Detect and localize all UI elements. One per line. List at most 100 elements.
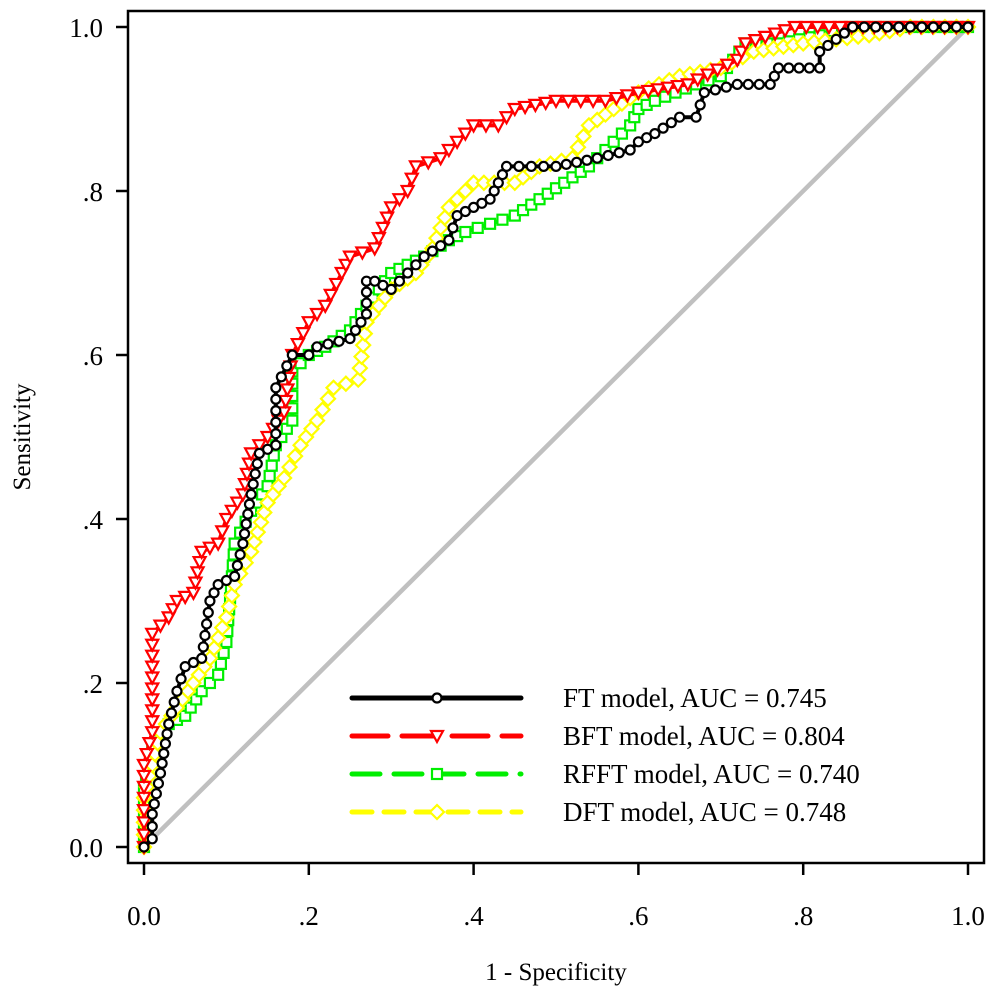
data-point bbox=[648, 94, 661, 107]
data-point bbox=[607, 135, 620, 148]
legend-item: FT model, AUC = 0.745 bbox=[349, 683, 827, 713]
data-point bbox=[916, 21, 928, 33]
data-point bbox=[375, 221, 391, 237]
data-point bbox=[719, 58, 736, 74]
data-point bbox=[731, 78, 743, 91]
data-point bbox=[426, 245, 438, 257]
data-point bbox=[352, 348, 371, 366]
data-point bbox=[324, 379, 343, 397]
data-point bbox=[355, 316, 367, 328]
data-point bbox=[649, 128, 661, 140]
data-point bbox=[152, 619, 169, 634]
data-point bbox=[286, 349, 298, 361]
data-point bbox=[560, 94, 577, 110]
data-point bbox=[360, 286, 373, 298]
data-point bbox=[537, 96, 554, 112]
y-tick-label: .8 bbox=[83, 177, 103, 207]
data-point bbox=[141, 737, 158, 752]
data-point bbox=[354, 246, 371, 261]
data-point bbox=[385, 283, 397, 295]
data-point bbox=[150, 788, 162, 800]
data-point bbox=[465, 119, 482, 134]
data-point bbox=[156, 757, 168, 769]
data-point bbox=[742, 78, 754, 91]
data-point bbox=[379, 211, 395, 226]
data-point bbox=[408, 160, 424, 175]
x-tick-label: .2 bbox=[299, 901, 319, 931]
legend-item: RFFT model, AUC = 0.740 bbox=[349, 759, 860, 789]
data-point bbox=[483, 217, 497, 230]
legend-marker-icon bbox=[431, 692, 443, 704]
data-point bbox=[432, 152, 449, 167]
data-point bbox=[322, 338, 334, 350]
data-point bbox=[214, 657, 228, 670]
data-point bbox=[270, 393, 282, 405]
data-point bbox=[517, 100, 533, 116]
data-point bbox=[858, 21, 870, 33]
data-point bbox=[449, 135, 465, 151]
data-point bbox=[720, 81, 732, 93]
data-point bbox=[249, 468, 261, 480]
data-point bbox=[349, 324, 362, 336]
data-point bbox=[240, 518, 252, 530]
data-point bbox=[328, 277, 345, 293]
data-point bbox=[193, 545, 210, 561]
data-point bbox=[201, 618, 213, 630]
data-point bbox=[146, 808, 158, 820]
data-point bbox=[624, 144, 636, 156]
data-point bbox=[830, 33, 842, 45]
data-point bbox=[163, 718, 175, 730]
data-point bbox=[459, 225, 472, 239]
data-point bbox=[881, 21, 893, 33]
data-point bbox=[277, 394, 294, 410]
data-point bbox=[251, 439, 268, 454]
data-point bbox=[737, 37, 754, 52]
data-point bbox=[673, 111, 686, 123]
data-point bbox=[660, 81, 676, 96]
data-point bbox=[657, 122, 669, 134]
data-point bbox=[793, 62, 805, 74]
data-point bbox=[370, 232, 387, 247]
data-point bbox=[265, 459, 278, 472]
data-point bbox=[665, 117, 677, 129]
data-point bbox=[670, 79, 686, 95]
data-point bbox=[847, 21, 859, 33]
data-point bbox=[231, 559, 243, 572]
data-point bbox=[308, 412, 326, 430]
series-ft bbox=[138, 21, 974, 853]
legend-item: BFT model, AUC = 0.804 bbox=[349, 721, 845, 751]
x-axis: 0.0 .2 .4 .6 .8 1.0 bbox=[127, 863, 985, 931]
data-point bbox=[709, 84, 721, 96]
data-point bbox=[199, 629, 211, 642]
data-point bbox=[237, 537, 249, 550]
data-point bbox=[311, 341, 323, 353]
data-point bbox=[158, 747, 170, 760]
x-tick-label: .8 bbox=[793, 901, 813, 931]
legend-label: RFFT model, AUC = 0.740 bbox=[563, 759, 860, 789]
y-tick-label: 0.0 bbox=[69, 833, 103, 863]
data-point bbox=[814, 45, 826, 58]
data-point bbox=[393, 275, 406, 287]
legend-item: DFT model, AUC = 0.748 bbox=[349, 797, 846, 827]
data-point bbox=[263, 469, 276, 483]
data-point bbox=[175, 673, 187, 685]
y-axis: 0.0 .2 .4 .6 .8 1.0 bbox=[69, 13, 128, 863]
legend-label: DFT model, AUC = 0.748 bbox=[563, 797, 846, 827]
data-point bbox=[210, 537, 227, 552]
data-point bbox=[333, 335, 345, 347]
data-point bbox=[689, 73, 706, 88]
data-point bbox=[303, 349, 315, 361]
data-point bbox=[270, 439, 282, 451]
reference-layer bbox=[141, 24, 971, 850]
data-point bbox=[319, 390, 337, 408]
data-point bbox=[783, 62, 795, 74]
data-point bbox=[337, 375, 355, 393]
data-point bbox=[191, 555, 208, 571]
data-point bbox=[245, 488, 257, 500]
data-point bbox=[569, 138, 587, 156]
data-point bbox=[224, 504, 240, 520]
data-point bbox=[295, 327, 312, 342]
data-point bbox=[159, 738, 172, 750]
data-point bbox=[187, 576, 204, 591]
